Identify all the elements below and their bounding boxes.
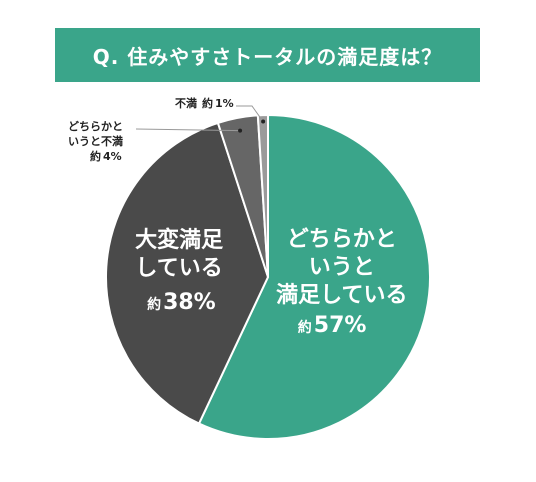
- leader-line: [236, 105, 264, 122]
- pie-slice: [197, 113, 431, 440]
- pie-slice: [105, 121, 270, 425]
- chart-title: Q. 住みやすさトータルの満足度は？: [55, 28, 480, 82]
- leader-dot: [238, 128, 243, 133]
- slice-label: 不満: [175, 96, 197, 110]
- slice-label: どちらかと: [68, 120, 123, 133]
- slice-label: 38%: [163, 290, 216, 315]
- slice-label: いうと不満: [68, 134, 123, 148]
- slice-label: 約: [147, 296, 161, 313]
- slice-label: 1%: [215, 97, 234, 110]
- slice-label: 57%: [314, 313, 367, 338]
- leader-dot: [261, 119, 266, 124]
- slice-label: 4%: [103, 150, 122, 163]
- leader-line: [135, 128, 241, 132]
- slice-label: 約: [90, 149, 101, 163]
- slice-label: 約: [298, 319, 312, 336]
- pie-slice: [256, 113, 269, 278]
- slice-label: いうと: [309, 255, 375, 280]
- slice-label: している: [135, 256, 222, 281]
- slice-label: 満足している: [276, 282, 407, 308]
- slice-label: 大変満足: [135, 227, 223, 253]
- slice-label: どちらかと: [287, 227, 397, 252]
- slice-label: 約: [202, 96, 213, 110]
